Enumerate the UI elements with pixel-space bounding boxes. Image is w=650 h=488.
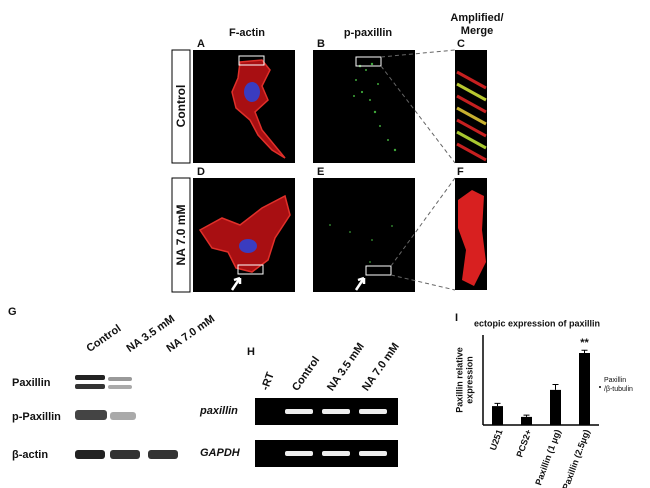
roi-box [238,55,265,66]
cell-actin [231,59,286,159]
panel-letter: F [457,166,464,178]
row-label: p-Paxillin [12,411,61,423]
lane-label: Control [85,323,124,355]
paxillin-dots [329,224,393,263]
nucleus [244,82,260,102]
lane-label: NA 7.0 mM [360,341,402,394]
row-box [171,49,191,164]
column-header: Merge [461,25,493,37]
zoom-line [380,65,456,164]
zoom-line [390,274,456,291]
column-header: F-actin [229,27,265,39]
column-header: p-paxillin [344,27,393,39]
blot-bands [75,375,178,459]
arrow [230,276,242,291]
column-header: Amplified/ [450,12,503,24]
paxillin-dots [353,62,397,152]
panel-letter: B [317,38,325,50]
error-bar [494,402,501,407]
row-label: β-actin [12,449,48,461]
bar [521,416,532,425]
roi-box [237,264,264,275]
x-tick-label: Paxillin (2.5μg) [560,428,591,488]
y-axis-label: expression [464,356,474,404]
x-tick-label: Paxillin (1 μg) [533,428,562,486]
y-axis-label: Paxillin relative [454,347,464,413]
error-bar [552,384,559,390]
zoom-line [380,49,456,58]
row-label: GAPDH [200,447,241,459]
row-label: Control [174,85,188,128]
legend-marker [599,386,601,388]
bar [550,389,561,425]
lane-label: Control [290,354,322,393]
panel-letter: I [455,312,458,324]
cell-actin [458,190,486,286]
legend-text: /β-tubulin [604,386,633,393]
row-label: NA 7.0 mM [174,205,188,266]
roi-box [365,265,392,276]
micrograph [313,50,415,163]
bar [492,406,503,425]
gel-bands [285,409,387,456]
panel-letter: A [197,38,205,50]
annotation: ** [580,337,589,349]
micrograph [313,178,415,292]
x-tick-label: PCS2+ [514,428,533,458]
x-tick-label: U251 [488,428,505,452]
row-label: paxillin [199,405,238,417]
cell-actin [198,194,291,273]
error-bar [523,414,530,417]
panel-letter: D [197,166,205,178]
lane-label: -RT [259,370,277,392]
legend-text: Paxillin [604,377,626,384]
arrow [354,276,366,291]
panel-letter: C [457,38,465,50]
nucleus [239,239,257,253]
panel-letter: H [247,346,255,358]
panel-letter: E [317,166,324,178]
chart-title: ectopic expression of paxillin [474,318,600,328]
stripes [456,70,487,162]
bar [579,353,590,425]
roi-box [355,56,382,67]
row-box [171,177,191,293]
panel-letter: G [8,306,17,318]
row-label: Paxillin [12,377,51,389]
error-bar [581,349,588,353]
